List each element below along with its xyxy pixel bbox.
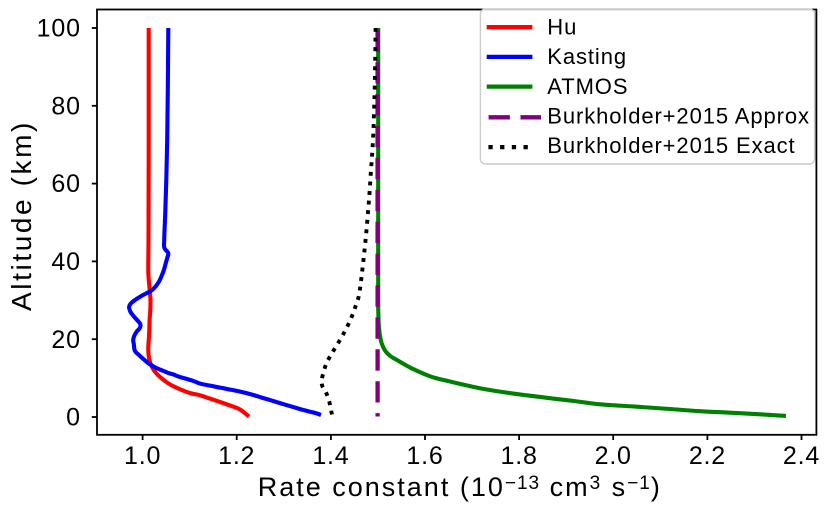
svg-text:Altitude (km): Altitude (km)	[6, 120, 37, 311]
svg-text:Burkholder+2015 Exact: Burkholder+2015 Exact	[547, 133, 795, 158]
svg-text:ATMOS: ATMOS	[547, 74, 628, 99]
svg-text:2.2: 2.2	[689, 442, 726, 470]
svg-text:0: 0	[66, 404, 81, 432]
svg-text:2.0: 2.0	[595, 442, 632, 470]
svg-text:Kasting: Kasting	[547, 44, 627, 69]
svg-text:Hu: Hu	[547, 14, 577, 39]
svg-text:1.2: 1.2	[218, 442, 255, 470]
svg-text:Rate constant (10−13 cm3 s−1): Rate constant (10−13 cm3 s−1)	[258, 472, 662, 502]
svg-text:80: 80	[51, 92, 80, 120]
svg-text:60: 60	[51, 170, 80, 198]
svg-text:1.4: 1.4	[312, 442, 349, 470]
svg-text:100: 100	[37, 15, 81, 43]
svg-text:40: 40	[51, 248, 80, 276]
svg-text:1.8: 1.8	[501, 442, 538, 470]
svg-text:1.0: 1.0	[124, 442, 161, 470]
svg-text:20: 20	[51, 326, 80, 354]
svg-text:2.4: 2.4	[783, 442, 820, 470]
svg-text:Burkholder+2015 Approx: Burkholder+2015 Approx	[547, 104, 810, 129]
svg-text:1.6: 1.6	[406, 442, 443, 470]
